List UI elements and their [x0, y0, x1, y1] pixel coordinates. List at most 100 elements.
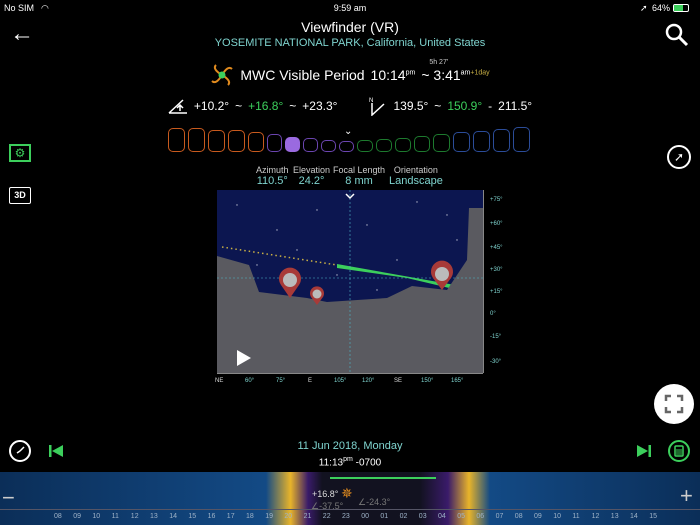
scale-label: SE	[394, 378, 403, 384]
skip-previous-icon	[49, 445, 63, 457]
timeline-hour-label: 15	[188, 513, 197, 520]
clock-icon	[16, 446, 25, 454]
timeline-hour-label: 14	[169, 513, 177, 520]
moon-phase-day[interactable]	[208, 130, 225, 152]
milky-way-icon	[211, 64, 234, 86]
moon-phase-day[interactable]	[303, 138, 318, 152]
battery-icon	[673, 4, 689, 12]
moon-altitude: ∠-24.3°	[358, 497, 391, 507]
search-button[interactable]	[664, 22, 690, 53]
elevation-scale	[483, 190, 484, 373]
focal-readout: Focal Length 8 mm	[333, 165, 386, 187]
moon-phase-day[interactable]	[433, 134, 450, 152]
moon-phase-day[interactable]	[493, 129, 510, 152]
mwc-elevation: +16.8°	[312, 489, 339, 499]
timeline-hour-label: 10	[92, 513, 101, 520]
moon-phase-day[interactable]	[285, 137, 300, 152]
chevron-down-icon[interactable]: ⌄	[344, 126, 353, 137]
moon-phase-day[interactable]	[357, 140, 373, 152]
date-label[interactable]: 11 Jun 2018, Monday	[297, 440, 403, 452]
time-button[interactable]	[9, 440, 31, 462]
moon-phase-strip[interactable]	[168, 127, 532, 152]
fullscreen-icon	[664, 394, 684, 414]
map-pin-icon	[431, 260, 453, 290]
battery-level: 64%	[652, 3, 671, 13]
compass-button[interactable]: ➚	[667, 145, 691, 169]
scale-label: +15°	[490, 289, 503, 295]
timeline-hour-label: 12	[130, 513, 139, 520]
settings-button[interactable]: ⚙	[9, 144, 31, 162]
azimuth-readout: Azimuth 110.5°	[256, 165, 289, 187]
search-icon	[665, 23, 689, 47]
scale-label: +30°	[490, 267, 503, 273]
timeline-hour-label: 09	[534, 513, 542, 520]
scale-label: 120°	[362, 378, 375, 384]
moon-phase-day[interactable]	[321, 140, 336, 152]
scale-label: 105°	[334, 378, 347, 384]
scale-label: 0°	[490, 311, 496, 317]
moon-phase-day[interactable]	[376, 139, 392, 152]
zoom-in-button[interactable]: +	[680, 483, 693, 508]
timeline-hour-label: 04	[438, 513, 446, 520]
moon-phase-day[interactable]	[473, 131, 490, 152]
mwc-period: MWC Visible Period 10:14pm ~ 3:41 5h 27' a…	[0, 59, 700, 87]
viewfinder-view[interactable]	[217, 190, 483, 373]
scale-label: NE	[215, 378, 224, 384]
moon-phase-day[interactable]	[267, 134, 282, 152]
back-button[interactable]: ←	[10, 20, 34, 47]
azimuth-icon: N	[369, 98, 385, 116]
stars	[236, 201, 458, 291]
timeline-hour-label: 09	[73, 513, 81, 520]
moon-phase-day[interactable]	[248, 132, 264, 152]
timeline-hour-label: 02	[399, 513, 408, 520]
moon-phase-day[interactable]	[339, 141, 354, 152]
moon-phase-day[interactable]	[395, 138, 411, 152]
calendar-button[interactable]	[668, 440, 690, 462]
location-name[interactable]: YOSEMITE NATIONAL PARK, California, Unit…	[214, 37, 486, 49]
mwc-end: 3:41	[433, 67, 461, 83]
page-title: Viewfinder (VR)	[301, 19, 399, 35]
next-button[interactable]	[636, 443, 652, 464]
milky-way-band	[337, 264, 483, 296]
carrier: No SIM	[4, 3, 35, 13]
zoom-out-button[interactable]: −	[2, 485, 15, 510]
scale-label: -30°	[490, 359, 502, 365]
sun-altitude: ∠-37.5°	[311, 501, 344, 511]
scale-label: +45°	[490, 245, 503, 251]
scale-label: +60°	[490, 221, 503, 227]
timeline-hour-label: 12	[591, 513, 600, 520]
moon-phase-day[interactable]	[168, 128, 185, 152]
3d-button[interactable]: 3D	[9, 187, 31, 204]
timeline-hour-label: 10	[553, 513, 561, 520]
previous-button[interactable]	[48, 443, 64, 464]
skip-next-icon	[637, 445, 651, 457]
moon-phase-day[interactable]	[228, 130, 245, 152]
mwc-ranges: +10.2° ~ +16.8° ~ +23.3° N 139.5° ~150.9° -211…	[0, 96, 700, 116]
fullscreen-button[interactable]	[654, 384, 694, 424]
time-label[interactable]: 11:13pm -0700	[318, 456, 382, 469]
moon-phase-day[interactable]	[188, 128, 205, 152]
azimuth-scale	[217, 373, 483, 376]
location-icon: ➚	[640, 3, 648, 13]
scale-label: 150°	[421, 378, 434, 384]
timeline-hour-label: 23	[342, 513, 350, 520]
timeline-hour-label: 11	[111, 513, 119, 520]
timeline[interactable]	[0, 472, 700, 525]
timeline-hour-label: 01	[380, 513, 389, 520]
map-pin-icon	[310, 286, 324, 305]
timeline-hour-label: 11	[572, 513, 580, 520]
timeline-hour-label: 13	[150, 513, 158, 520]
milky-way-icon: ✵	[341, 485, 353, 501]
moon-phase-day[interactable]	[414, 136, 430, 152]
scale-label: -15°	[490, 334, 502, 340]
map-pin-icon	[279, 267, 301, 298]
elevation-angle-icon	[168, 99, 187, 114]
play-icon	[237, 350, 251, 366]
moon-phase-day[interactable]	[453, 132, 470, 152]
scale-label: 75°	[276, 378, 286, 384]
timeline-hour-label: 17	[226, 513, 235, 520]
moon-phase-day[interactable]	[513, 127, 530, 152]
scale-label: +75°	[490, 197, 503, 203]
timeline-hour-label: 05	[457, 513, 465, 520]
chevron-down-icon	[345, 193, 355, 200]
